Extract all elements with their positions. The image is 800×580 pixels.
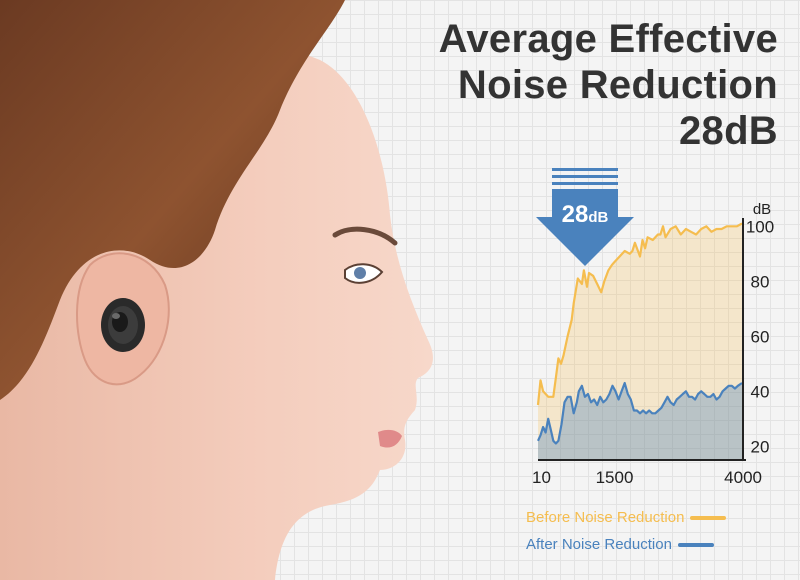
lips xyxy=(378,429,402,448)
y-tick-label: 20 xyxy=(751,437,770,456)
badge-value: 28 xyxy=(562,201,589,228)
legend-before-label: Before Noise Reduction xyxy=(526,509,685,526)
after-area xyxy=(538,383,742,460)
eyebrow xyxy=(332,226,398,246)
iris xyxy=(354,267,366,279)
legend-after-swatch xyxy=(677,542,714,547)
x-tick-label: 4000 xyxy=(724,468,762,487)
x-tick-label: 1500 xyxy=(596,468,634,487)
legend-after-label: After Noise Reduction xyxy=(526,536,672,553)
arrow-stripe-2 xyxy=(552,175,618,178)
legend-before: Before Noise Reduction xyxy=(526,509,727,526)
headline: Average Effective Noise Reduction 28dB xyxy=(398,16,778,154)
legend-before-swatch xyxy=(690,515,727,520)
y-tick-label: 40 xyxy=(751,382,770,401)
y-axis-label: dB xyxy=(753,201,771,218)
arrow-stripe-3 xyxy=(552,182,618,185)
down-arrow-icon xyxy=(536,189,634,266)
x-tick-labels: 10 1500 4000 xyxy=(532,468,762,487)
before-line xyxy=(536,222,743,406)
after-line xyxy=(536,381,743,445)
reduction-arrow-badge: 28dB xyxy=(536,168,634,266)
y-tick-label: 80 xyxy=(751,272,770,291)
headline-line-3: 28dB xyxy=(678,109,778,153)
arrow-stripe-1 xyxy=(552,168,618,171)
headline-line-1: Average Effective xyxy=(438,17,778,61)
legend-after: After Noise Reduction xyxy=(526,536,714,553)
hair xyxy=(0,0,345,400)
badge-unit: dB xyxy=(588,209,608,226)
y-tick-label: 60 xyxy=(751,327,770,346)
earplug-icon xyxy=(101,298,145,352)
y-tick-labels: 20 40 60 80 100 xyxy=(746,217,774,456)
x-tick-label: 10 xyxy=(532,468,551,487)
plot-area xyxy=(536,222,743,460)
before-area xyxy=(538,223,742,460)
svg-text:28dB: 28dB xyxy=(562,201,609,228)
y-tick-label: 100 xyxy=(746,217,774,236)
headline-line-2: Noise Reduction xyxy=(457,63,778,107)
